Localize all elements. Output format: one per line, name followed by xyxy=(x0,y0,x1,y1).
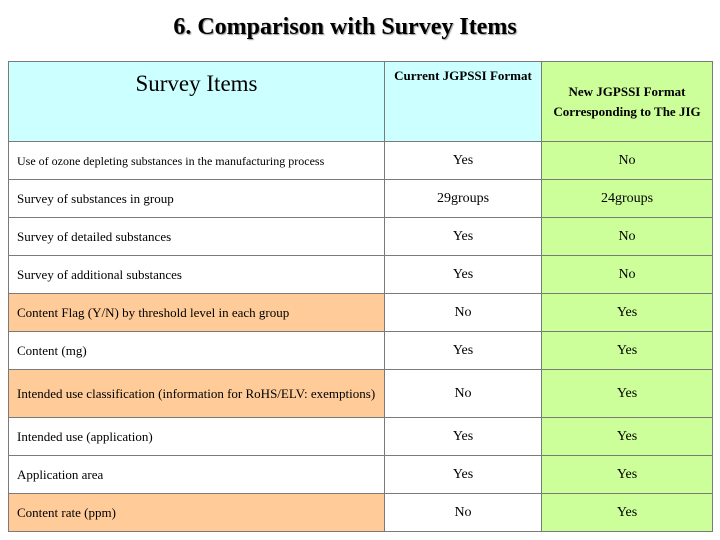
new-format-cell: No xyxy=(541,141,713,180)
slide-title: 6. Comparison with Survey Items xyxy=(173,14,517,40)
new-format-cell: Yes xyxy=(541,455,713,494)
current-format-cell: Yes xyxy=(384,217,542,256)
survey-item-cell: Survey of additional substances xyxy=(8,255,385,294)
survey-item-cell: Survey of detailed substances xyxy=(8,217,385,256)
survey-item-cell: Content rate (ppm) xyxy=(8,493,385,532)
current-format-cell: No xyxy=(384,293,542,332)
survey-item-cell: Intended use (application) xyxy=(8,417,385,456)
survey-item-cell: Intended use classification (information… xyxy=(8,369,385,418)
current-format-cell: No xyxy=(384,369,542,418)
table-row: Survey of detailed substances Yes No xyxy=(8,217,713,256)
survey-item-cell: Content (mg) xyxy=(8,331,385,370)
table-row: Intended use classification (information… xyxy=(8,369,713,418)
current-format-cell: Yes xyxy=(384,417,542,456)
new-format-cell: Yes xyxy=(541,493,713,532)
table-header-row: Survey Items Current JGPSSI Format New J… xyxy=(8,61,713,142)
current-format-cell: Yes xyxy=(384,255,542,294)
new-format-cell: 24groups xyxy=(541,179,713,218)
table-row: Use of ozone depleting substances in the… xyxy=(8,141,713,180)
survey-item-cell: Use of ozone depleting substances in the… xyxy=(8,141,385,180)
new-format-cell: No xyxy=(541,217,713,256)
table-row: Application area Yes Yes xyxy=(8,455,713,494)
survey-item-cell: Survey of substances in group xyxy=(8,179,385,218)
new-format-cell: Yes xyxy=(541,293,713,332)
table-row: Survey of additional substances Yes No xyxy=(8,255,713,294)
new-format-cell: Yes xyxy=(541,369,713,418)
new-format-cell: Yes xyxy=(541,331,713,370)
new-format-cell: Yes xyxy=(541,417,713,456)
survey-item-cell: Content Flag (Y/N) by threshold level in… xyxy=(8,293,385,332)
survey-item-cell: Application area xyxy=(8,455,385,494)
header-current-format: Current JGPSSI Format xyxy=(384,61,542,142)
table-row: Content Flag (Y/N) by threshold level in… xyxy=(8,293,713,332)
comparison-table: Survey Items Current JGPSSI Format New J… xyxy=(8,61,713,532)
table-row: Content (mg) Yes Yes xyxy=(8,331,713,370)
current-format-cell: No xyxy=(384,493,542,532)
new-format-cell: No xyxy=(541,255,713,294)
header-new-format: New JGPSSI Format Corresponding to The J… xyxy=(541,61,713,142)
table-row: Content rate (ppm) No Yes xyxy=(8,493,713,532)
table-row: Intended use (application) Yes Yes xyxy=(8,417,713,456)
current-format-cell: 29groups xyxy=(384,179,542,218)
current-format-cell: Yes xyxy=(384,455,542,494)
current-format-cell: Yes xyxy=(384,141,542,180)
current-format-cell: Yes xyxy=(384,331,542,370)
header-survey-items: Survey Items xyxy=(8,61,385,142)
table-row: Survey of substances in group 29groups 2… xyxy=(8,179,713,218)
